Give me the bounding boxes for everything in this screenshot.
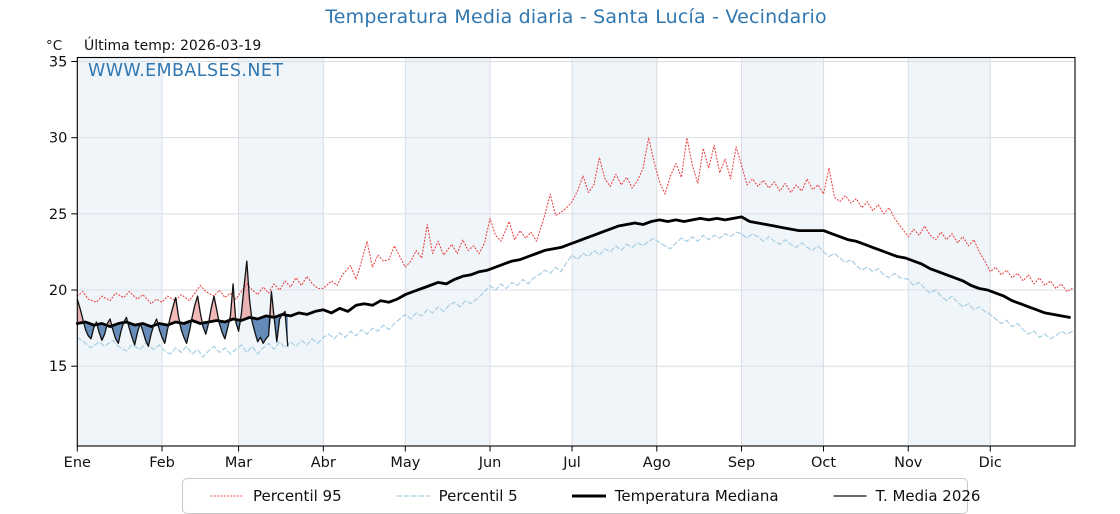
last-temp-annotation: Última temp: 2026-03-19 <box>84 38 262 54</box>
x-tick-label: Jun <box>478 455 502 471</box>
series-line-median <box>75 215 1071 328</box>
month-band <box>741 57 824 446</box>
percentil-5-line-swatch <box>396 489 430 503</box>
x-tick-label: Sep <box>728 455 755 471</box>
month-band <box>77 57 163 446</box>
legend-label: Temperatura Mediana <box>614 487 779 505</box>
x-tick-label: May <box>390 455 420 471</box>
month-band <box>908 57 991 446</box>
y-tick-label: 30 <box>49 131 67 147</box>
mediana-line-swatch <box>571 489 607 503</box>
legend-label: Percentil 95 <box>253 487 342 505</box>
fill-below-median <box>77 314 288 347</box>
plot-border <box>76 56 1076 447</box>
chart-figure: Ene Feb Mar Abr May Jun Jul Ago Sep Oct Nov Dic 15 20… <box>46 6 1076 514</box>
month-band <box>238 57 324 446</box>
x-tick-label: Feb <box>149 455 175 471</box>
series-line-p5 <box>76 231 1073 358</box>
legend: Percentil 95 Percentil 5 Temperatura Med… <box>182 478 980 514</box>
x-tick-label: Dic <box>979 455 1002 471</box>
fill-above-median <box>77 261 288 327</box>
x-tick-label: Abr <box>311 455 336 471</box>
y-tick-label: 25 <box>49 207 67 223</box>
x-tick-label: Ago <box>643 455 671 471</box>
series-line-p95 <box>76 137 1073 305</box>
legend-label: T. Media 2026 <box>875 487 981 505</box>
x-tick-label: Nov <box>894 455 923 471</box>
month-band <box>572 57 657 446</box>
x-tick-label: Ene <box>64 455 91 471</box>
series-line-t2026 <box>76 260 289 348</box>
chart-title: Temperatura Media diaria - Santa Lucía -… <box>325 6 827 28</box>
month-band <box>405 57 491 446</box>
y-tick-label: 20 <box>49 283 67 299</box>
y-axis-unit-label: °C <box>46 38 63 54</box>
x-tick-label: Jul <box>562 455 581 471</box>
plot-area: Ene Feb Mar Abr May Jun Jul Ago Sep Oct Nov Dic 15 20… <box>49 55 1076 471</box>
legend-item-mediana: Temperatura Mediana <box>571 487 779 505</box>
watermark: WWW.EMBALSES.NET <box>88 61 284 81</box>
t-media-2026-line-swatch <box>832 489 867 503</box>
x-tick-label: Mar <box>225 455 252 471</box>
legend-item-t-media-2026: T. Media 2026 <box>832 487 981 505</box>
legend-item-percentil-5: Percentil 5 <box>396 487 518 505</box>
y-tick-label: 15 <box>49 359 67 375</box>
legend-item-percentil-95: Percentil 95 <box>210 487 342 505</box>
x-tick-label: Oct <box>811 455 836 471</box>
percentil-95-line-swatch <box>210 489 244 503</box>
legend-label: Percentil 5 <box>438 487 518 505</box>
y-tick-label: 35 <box>49 55 67 71</box>
